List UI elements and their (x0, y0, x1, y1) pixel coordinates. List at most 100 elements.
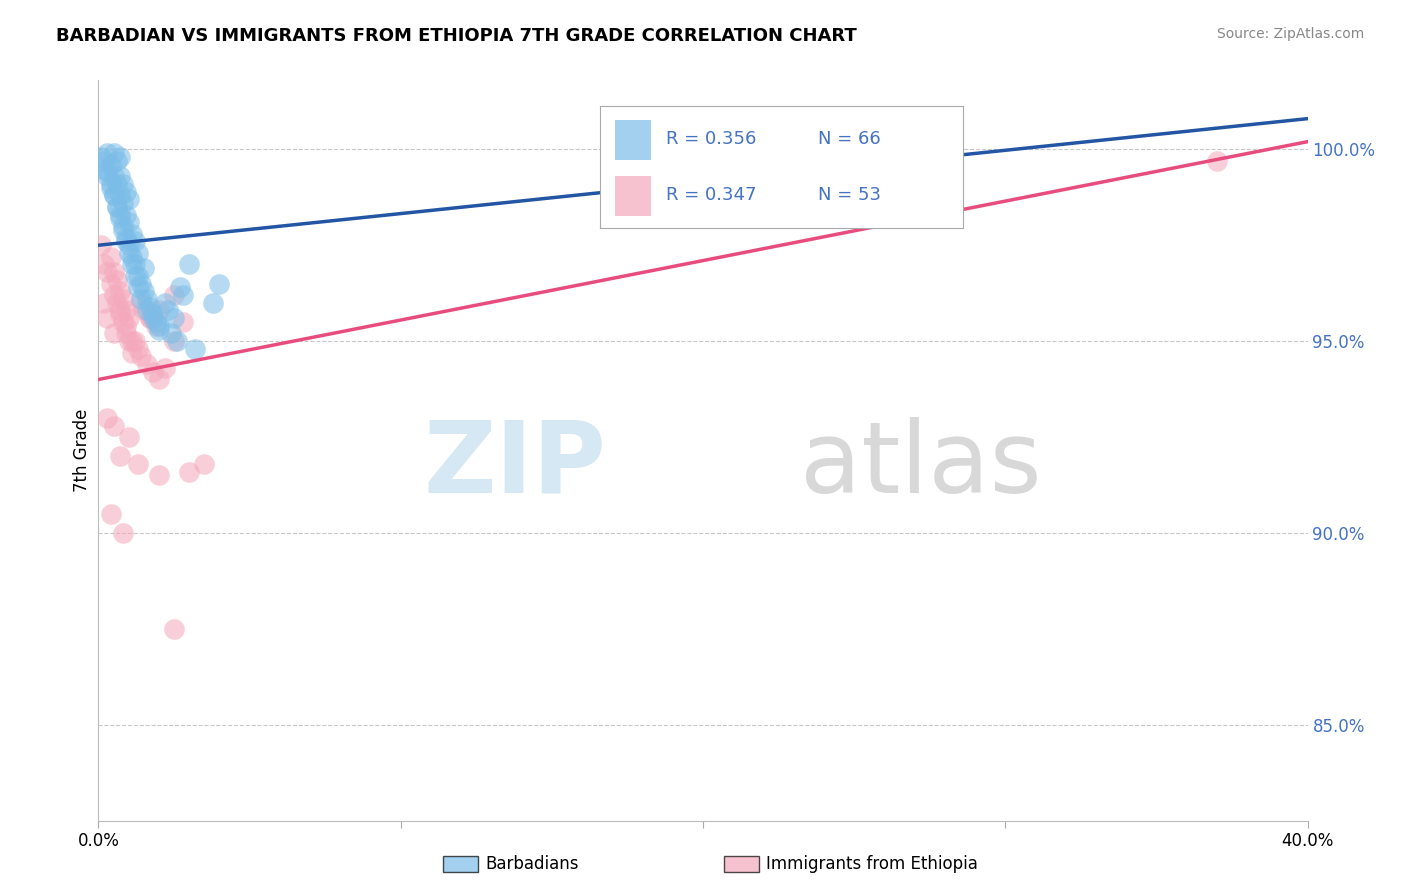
Point (127, 457, 149, 471)
Point (108, 188, 131, 202)
Point (100, 507, 122, 521)
Point (108, 169, 131, 184)
Point (132, 285, 155, 299)
Point (124, 235, 146, 249)
Point (100, 158, 122, 172)
Point (193, 457, 215, 471)
Point (160, 326, 183, 341)
Point (135, 303, 157, 318)
Point (114, 185, 136, 199)
Point (105, 273, 128, 287)
Point (153, 361, 176, 376)
Point (148, 318, 170, 333)
Point (96, 311, 118, 326)
Point (100, 177, 122, 191)
Point (114, 303, 136, 318)
Point (124, 257, 146, 271)
Point (108, 449, 131, 463)
Point (111, 219, 134, 233)
Point (108, 303, 131, 318)
Point (142, 365, 165, 379)
Point (93, 295, 115, 310)
Point (124, 334, 146, 348)
Point (124, 268, 146, 283)
Point (111, 525, 134, 540)
Point (121, 345, 143, 359)
Point (100, 180, 122, 194)
Point (118, 215, 141, 229)
Point (121, 250, 143, 264)
Point (904, 146, 927, 161)
Point (208, 277, 231, 291)
Point (142, 311, 165, 326)
Point (121, 334, 143, 348)
Point (179, 465, 201, 479)
Point (111, 177, 134, 191)
Point (114, 318, 136, 333)
Point (145, 315, 167, 329)
Point (93, 153, 115, 168)
Point (118, 246, 141, 260)
Point (202, 295, 225, 310)
Point (169, 280, 191, 294)
Point (103, 418, 125, 433)
Point (1206, 153, 1229, 168)
Point (108, 307, 131, 321)
Point (114, 230, 136, 244)
Point (179, 257, 201, 271)
Y-axis label: 7th Grade: 7th Grade (73, 409, 91, 492)
Point (111, 196, 134, 211)
Point (105, 295, 128, 310)
Point (184, 342, 207, 356)
Point (153, 295, 176, 310)
Text: ZIP: ZIP (423, 417, 606, 514)
Point (96, 410, 118, 425)
Point (148, 468, 170, 483)
Point (127, 280, 149, 294)
Text: Barbadians: Barbadians (485, 855, 579, 873)
Point (132, 261, 155, 276)
Text: Immigrants from Ethiopia: Immigrants from Ethiopia (766, 855, 979, 873)
Point (127, 246, 149, 260)
Point (118, 430, 141, 444)
Point (111, 292, 134, 306)
Point (129, 277, 152, 291)
Point (114, 235, 136, 249)
Point (127, 268, 149, 283)
Point (139, 311, 162, 326)
Point (90, 238, 112, 252)
Point (93, 161, 115, 176)
Point (139, 300, 162, 314)
Point (142, 307, 165, 321)
Point (105, 200, 128, 214)
Point (111, 315, 134, 329)
Point (172, 315, 194, 329)
Point (103, 188, 125, 202)
Point (96, 146, 118, 161)
Point (103, 288, 125, 302)
Point (100, 250, 122, 264)
Point (118, 192, 141, 206)
Point (108, 285, 131, 299)
Point (129, 350, 152, 364)
Point (132, 303, 155, 318)
Point (139, 311, 162, 326)
Point (96, 165, 118, 179)
Point (135, 357, 157, 371)
Point (135, 292, 157, 306)
Point (118, 238, 141, 252)
Point (163, 622, 186, 636)
Point (105, 177, 128, 191)
Point (103, 146, 125, 161)
Point (108, 150, 131, 164)
Point (148, 323, 170, 337)
Point (96, 169, 118, 184)
Point (114, 208, 136, 222)
Point (129, 295, 152, 310)
Point (163, 334, 186, 348)
Point (108, 211, 131, 226)
Text: BARBADIAN VS IMMIGRANTS FROM ETHIOPIA 7TH GRADE CORRELATION CHART: BARBADIAN VS IMMIGRANTS FROM ETHIOPIA 7T… (56, 27, 858, 45)
Point (105, 153, 128, 168)
Point (103, 326, 125, 341)
Point (108, 208, 131, 222)
